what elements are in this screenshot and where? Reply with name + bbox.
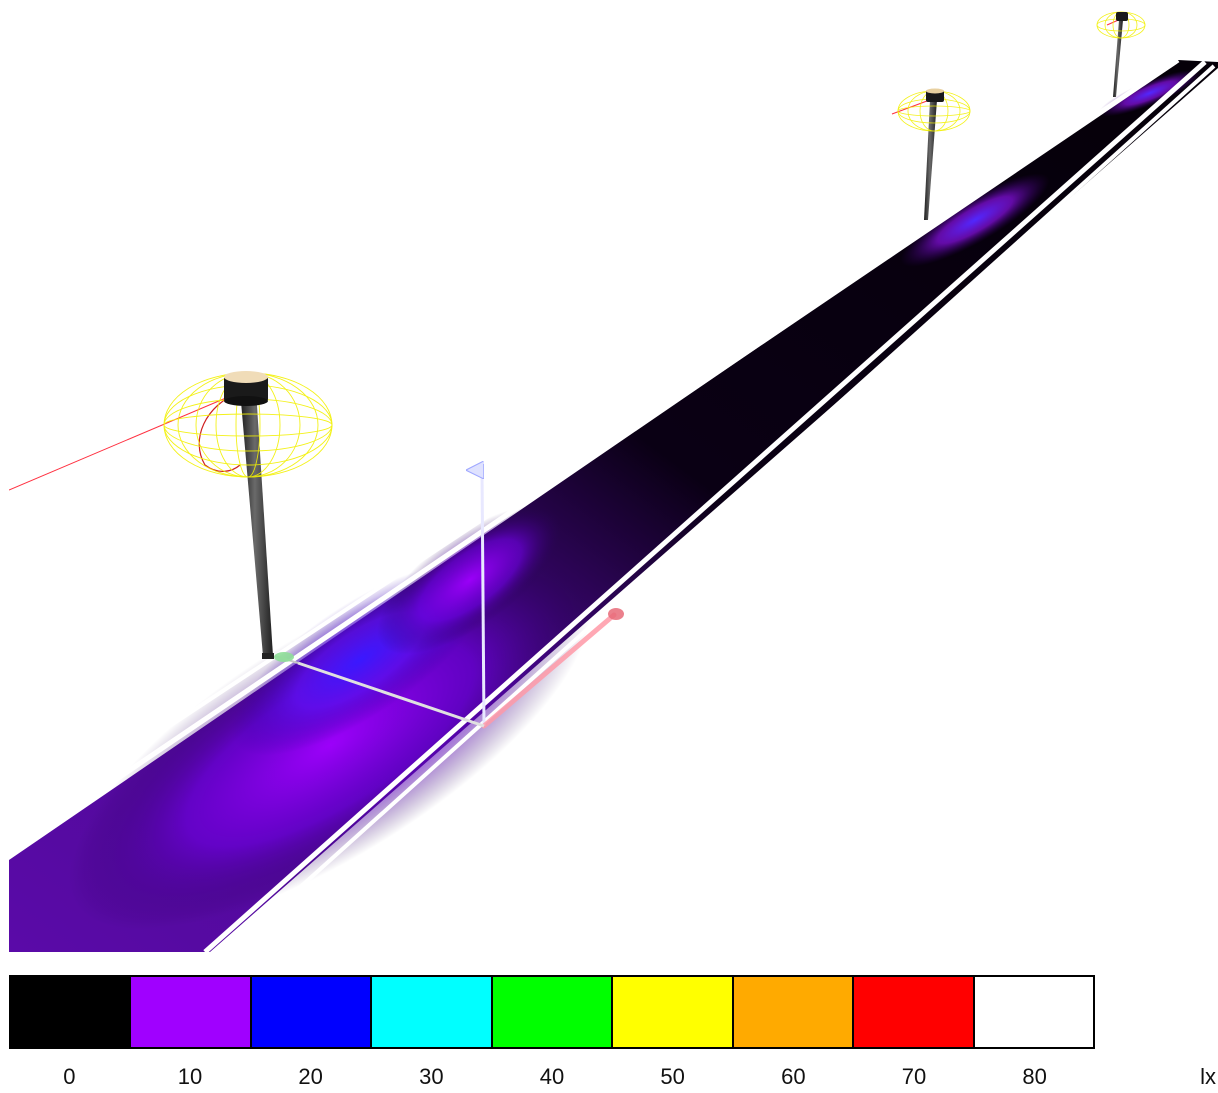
axis-link-a [297, 661, 485, 728]
legend-swatch-50 [613, 977, 734, 1047]
luminaire-pole-1[interactable] [163, 371, 333, 659]
lane-line-left-inner [9, 60, 1178, 834]
aim-curve-near [198, 391, 241, 472]
pole-base [262, 653, 274, 659]
legend-tick-label: 0 [63, 1064, 76, 1089]
legend-swatch-10 [131, 977, 252, 1047]
road-lighting-scene[interactable] [0, 0, 1218, 960]
illuminance-pool-mid [377, 505, 563, 655]
legend-tick-label: 30 [419, 1064, 444, 1089]
legend-swatch-20 [251, 977, 373, 1047]
3d-viewport[interactable] [0, 0, 1218, 960]
legend-tick-label: 80 [1022, 1064, 1047, 1089]
axis-x[interactable] [481, 612, 617, 729]
luminaire-head-icon [1116, 12, 1128, 21]
axis-x-handle[interactable] [608, 608, 624, 620]
luminaire-head-icon [926, 88, 944, 102]
legend-swatch-30 [372, 977, 493, 1047]
illuminance-pool-near [68, 560, 592, 930]
luminaire-pole-3[interactable] [1096, 11, 1146, 97]
legend-swatch-80 [974, 977, 1093, 1047]
luminaire-head-icon [224, 371, 268, 406]
illuminance-legend: 0 10 20 30 40 50 60 70 80 lx [0, 960, 1218, 1093]
pole-shaft [240, 390, 273, 656]
lane-line-right [203, 60, 1207, 952]
legend-tick-label: 40 [539, 1064, 565, 1089]
legend-tick-label: 60 [781, 1064, 806, 1089]
transform-gizmo[interactable] [274, 470, 624, 729]
axis-z[interactable] [482, 470, 486, 727]
pole-shaft [1113, 20, 1123, 97]
legend-tick-label: 10 [177, 1064, 203, 1089]
legend-swatch-60 [733, 977, 855, 1047]
lane-line-right-inner [226, 64, 1216, 952]
lane-line-left [9, 57, 1180, 855]
illuminance-pool-far [900, 173, 1050, 267]
legend-swatch-0 [11, 977, 132, 1047]
legend-swatch-40 [492, 977, 614, 1047]
luminaire-pole-2[interactable] [897, 88, 971, 221]
legend-unit-label: lx [1200, 1064, 1216, 1089]
legend-tick-label: 20 [298, 1064, 323, 1089]
legend-swatch-70 [854, 977, 975, 1047]
axis-y-handle[interactable] [274, 652, 294, 662]
legend-color-bar [9, 975, 1095, 1049]
illuminance-pool-farthest [1098, 69, 1202, 117]
legend-tick-label: 70 [901, 1064, 927, 1089]
pole-shaft [924, 100, 937, 220]
aim-line-near [9, 391, 241, 491]
legend-tick-label: 50 [660, 1064, 685, 1089]
